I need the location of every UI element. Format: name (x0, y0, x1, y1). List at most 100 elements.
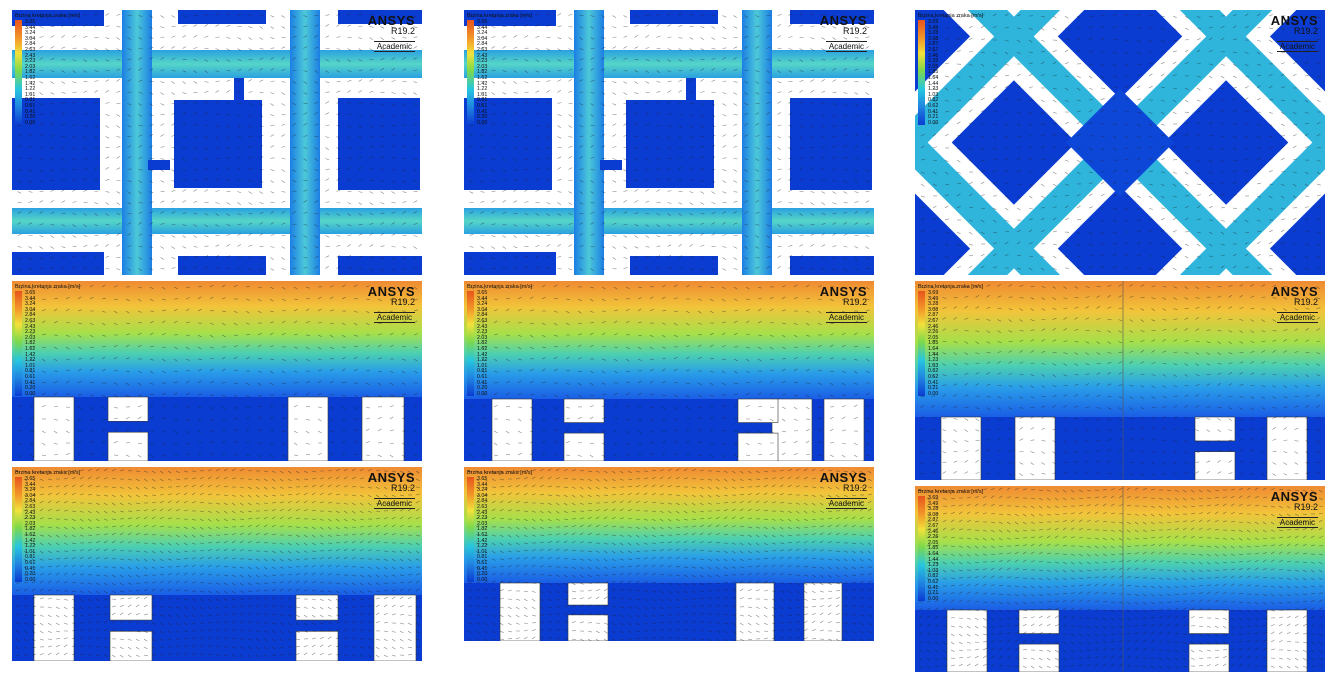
legend-tick-label: 1.03 (928, 567, 939, 574)
building-section (771, 398, 813, 461)
legend-tick-label: 0.00 (25, 119, 36, 126)
legend-tick-label: 3.28 (928, 30, 939, 37)
ansys-logo: ANSYS R19.2 Academic (1271, 285, 1318, 325)
legend-tick-label: 2.23 (477, 515, 488, 522)
building-section (1266, 416, 1308, 480)
legend-tick-label: 1.62 (477, 346, 488, 352)
street-canyon (915, 417, 1325, 480)
brand-name: ANSYS (819, 13, 867, 28)
legend-tick-label: 2.26 (928, 58, 939, 65)
legend-tick-label: 0.00 (477, 119, 488, 126)
legend-tick-label: 2.63 (25, 318, 36, 324)
brand-name: ANSYS (367, 470, 415, 485)
legend-tick-label: 0.00 (477, 390, 488, 397)
legend-tick-label: 3.04 (477, 306, 488, 313)
legend-tick-label: 3.44 (477, 295, 488, 302)
brand-version: R19.2 (842, 297, 867, 307)
brand-version: R19.2 (1293, 297, 1318, 307)
legend-tick-label: 1.64 (928, 346, 939, 352)
street-horizontal (464, 50, 874, 78)
ansys-logo: ANSYS R19.2 Academic (820, 14, 867, 54)
brand-name: ANSYS (1270, 284, 1318, 299)
legend-tick-label: 2.23 (25, 329, 36, 336)
brand-version: R19.2 (390, 483, 415, 493)
color-scale-bar (918, 291, 925, 396)
brand-edition: Academic (373, 41, 415, 52)
legend-tick-label: 2.26 (928, 534, 939, 541)
airflow-field (464, 281, 874, 399)
velocity-plan-panel-3: Brzina kretanja zraka [m/s] 3.69 3.49 3.28 3… (915, 10, 1325, 275)
legend: Brzina kretanja zraka [m/s] 3.65 3.44 3.24 3… (15, 470, 80, 583)
brand-edition: Academic (1276, 312, 1318, 323)
legend-tick-label: 0.21 (928, 114, 939, 121)
courtyard (915, 10, 971, 99)
passage (600, 160, 622, 170)
legend: Brzina kretanja zraka [m/s] 3.65 3.44 3.24 3… (467, 470, 532, 583)
velocity-vectors (920, 13, 1322, 271)
legend-tick-label: 0.20 (477, 385, 488, 392)
courtyard (915, 186, 971, 275)
color-scale-bar (15, 20, 22, 125)
legend-tick-label: 1.44 (928, 556, 939, 563)
legend-tick-label: 0.41 (25, 565, 36, 572)
legend-tick-label: 3.08 (928, 511, 939, 518)
legend-tick-label: 3.44 (477, 24, 488, 31)
legend-tick-label: 0.61 (477, 560, 488, 566)
legend-tick-label: 2.03 (25, 520, 36, 527)
courtyard (951, 80, 1077, 205)
brand-name: ANSYS (819, 470, 867, 485)
brand-name: ANSYS (819, 284, 867, 299)
courtyard (790, 256, 874, 275)
legend-tick-label: 3.69 (928, 495, 939, 501)
legend-tick-label: 1.42 (25, 537, 36, 544)
legend-tick-label: 2.87 (928, 41, 939, 48)
legend-tick-label: 3.69 (928, 19, 939, 25)
building-section (361, 396, 405, 461)
legend-tick-label: 2.43 (25, 509, 36, 516)
legend-tick-label: 1.42 (25, 80, 36, 87)
color-scale-bar (467, 20, 474, 125)
street-vertical (290, 10, 320, 275)
legend-title: Brzina kretanja zraka [m/s] (15, 284, 81, 290)
building-section (1018, 609, 1060, 634)
legend-tick-label: 1.22 (477, 86, 488, 93)
courtyard (12, 10, 104, 26)
street-vertical (742, 10, 772, 275)
legend-tick-label: 2.67 (928, 523, 939, 529)
legend-tick-label: 1.82 (477, 526, 488, 533)
courtyard (464, 252, 556, 275)
color-scale-bar (15, 477, 22, 582)
legend-tick-label: 3.28 (928, 301, 939, 308)
legend-tick-label: 3.04 (25, 306, 36, 313)
color-scale-bar (467, 291, 474, 396)
velocity-section-panel-3a: Brzina kretanja zraka [m/s] 3.69 3.49 3.28 3… (915, 281, 1325, 480)
legend-tick-label: 0.61 (25, 103, 36, 109)
legend-tick-label: 3.44 (25, 481, 36, 488)
brand-edition: Academic (1276, 41, 1318, 52)
legend-tick-label: 3.49 (928, 24, 939, 31)
legend: Brzina kretanja zraka [m/s] 3.65 3.44 3.24 3… (15, 284, 81, 397)
legend-tick-label: 3.65 (25, 476, 36, 482)
brand-edition: Academic (825, 312, 867, 323)
courtyard (630, 10, 718, 24)
passage (148, 160, 170, 170)
street-canyon (12, 595, 422, 661)
legend-tick-label: 3.44 (477, 481, 488, 488)
legend-tick-label: 1.85 (928, 340, 939, 347)
legend-tick-label: 2.05 (928, 334, 939, 341)
legend-tick-label: 2.46 (928, 528, 939, 535)
ansys-logo: ANSYS R19.2 Academic (820, 471, 867, 511)
legend-tick-label: 2.03 (25, 63, 36, 70)
velocity-vectors (467, 468, 873, 641)
airflow-field (915, 486, 1325, 610)
building-section (499, 582, 541, 641)
legend-tick-label: 2.03 (25, 334, 36, 341)
legend-tick-label: 1.62 (25, 532, 36, 538)
legend-tick-label: 1.01 (25, 91, 36, 98)
legend-tick-label: 0.81 (477, 368, 488, 375)
brand-edition: Academic (373, 498, 415, 509)
color-scale-bar (467, 477, 474, 582)
legend-tick-label: 0.00 (928, 119, 939, 126)
legend-tick-label: 0.41 (25, 379, 36, 386)
legend-title: Brzina kretanja zraka [m/s] (467, 284, 533, 290)
